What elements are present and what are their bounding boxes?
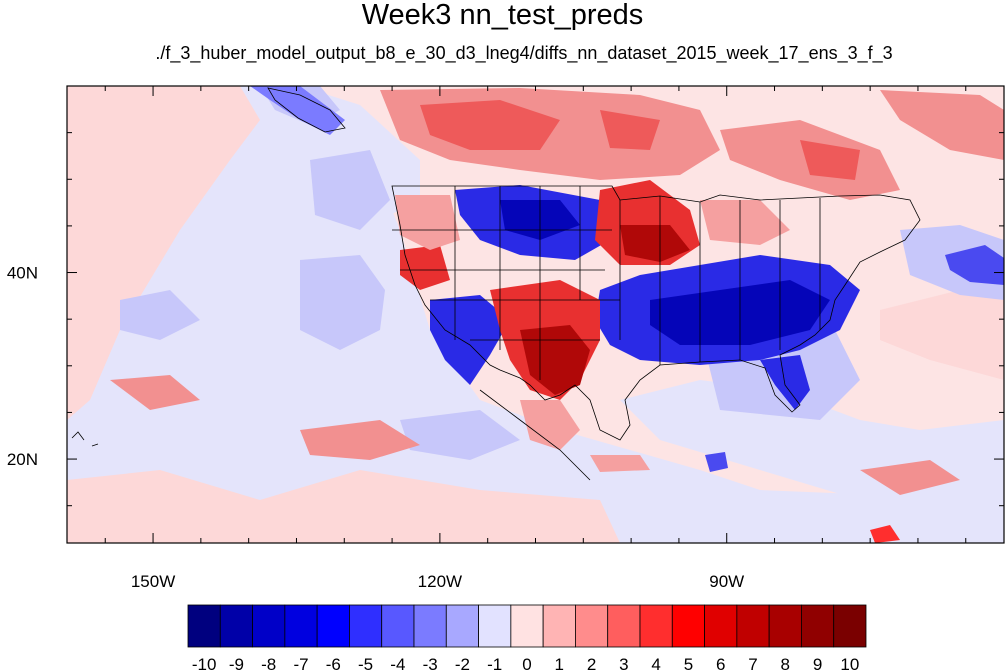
colorbar-swatch — [445, 604, 479, 648]
lon-tick-label: 90W — [709, 572, 744, 591]
colorbar-swatch — [219, 604, 253, 648]
field-positive-strong — [420, 100, 860, 180]
colorbar-swatch — [704, 604, 738, 648]
colorbar-swatch — [413, 604, 447, 648]
colorbar-swatch — [510, 604, 544, 648]
colorbar: -10 -9 -8 -7 -6 -5 -4 -3 -2 -1 0 1 2 3 4 5 6 7 8 9 10 — [187, 604, 867, 672]
colorbar-label: -2 — [455, 655, 470, 672]
map-plot-area — [67, 86, 1004, 543]
map-subtitle: ./f_3_huber_model_output_b8_e_30_d3_lneg… — [155, 43, 893, 63]
colorbar-label: 1 — [555, 655, 564, 672]
colorbar-swatch — [252, 604, 286, 648]
colorbar-label: -4 — [390, 655, 405, 672]
colorbar-label: 9 — [813, 655, 822, 672]
colorbar-swatch — [607, 604, 641, 648]
colorbar-swatch — [478, 604, 512, 648]
colorbar-label: -10 — [192, 655, 217, 672]
colorbar-label: -8 — [261, 655, 276, 672]
lat-tick-label: 40N — [7, 264, 38, 283]
map-title: Week3 nn_test_preds — [361, 0, 644, 31]
colorbar-label: -5 — [358, 655, 373, 672]
colorbar-swatch — [316, 604, 350, 648]
colorbar-label: -7 — [293, 655, 308, 672]
colorbar-swatch — [381, 604, 415, 648]
field-weak-positive — [67, 86, 1004, 543]
colorbar-swatch — [736, 604, 770, 648]
colorbar-swatch — [833, 604, 867, 648]
colorbar-label: 4 — [651, 655, 660, 672]
colorbar-label: -6 — [326, 655, 341, 672]
colorbar-label: 7 — [748, 655, 757, 672]
colorbar-label: 10 — [840, 655, 859, 672]
field-us-deep-red — [520, 225, 690, 395]
coastline-outlines — [71, 87, 921, 481]
colorbar-label: 0 — [522, 655, 531, 672]
colorbar-swatch — [575, 604, 609, 648]
colorbar-label: 6 — [716, 655, 725, 672]
colorbar-label: -1 — [487, 655, 502, 672]
colorbar-label: 5 — [684, 655, 693, 672]
field-caribbean-blue — [705, 245, 1004, 472]
colorbar-label: 2 — [587, 655, 596, 672]
colorbar-swatch — [639, 604, 673, 648]
colorbar-swatch — [542, 604, 576, 648]
field-us-light-red — [395, 195, 790, 472]
axis-ticks: 150W 120W 90W 40N 20N — [7, 86, 1004, 591]
colorbar-swatch — [349, 604, 383, 648]
colorbar-swatch — [284, 604, 318, 648]
colorbar-label: 3 — [619, 655, 628, 672]
colorbar-label: 8 — [781, 655, 790, 672]
colorbar-swatch — [768, 604, 802, 648]
colorbar-swatch — [187, 604, 221, 648]
colorbar-label: -9 — [229, 655, 244, 672]
field-carib-red — [870, 525, 900, 543]
colorbar-label: -3 — [423, 655, 438, 672]
colorbar-swatch — [671, 604, 705, 648]
lat-tick-label: 20N — [7, 450, 38, 469]
lon-tick-label: 120W — [418, 572, 462, 591]
colorbar-swatch — [801, 604, 835, 648]
lon-tick-label: 150W — [131, 572, 175, 591]
